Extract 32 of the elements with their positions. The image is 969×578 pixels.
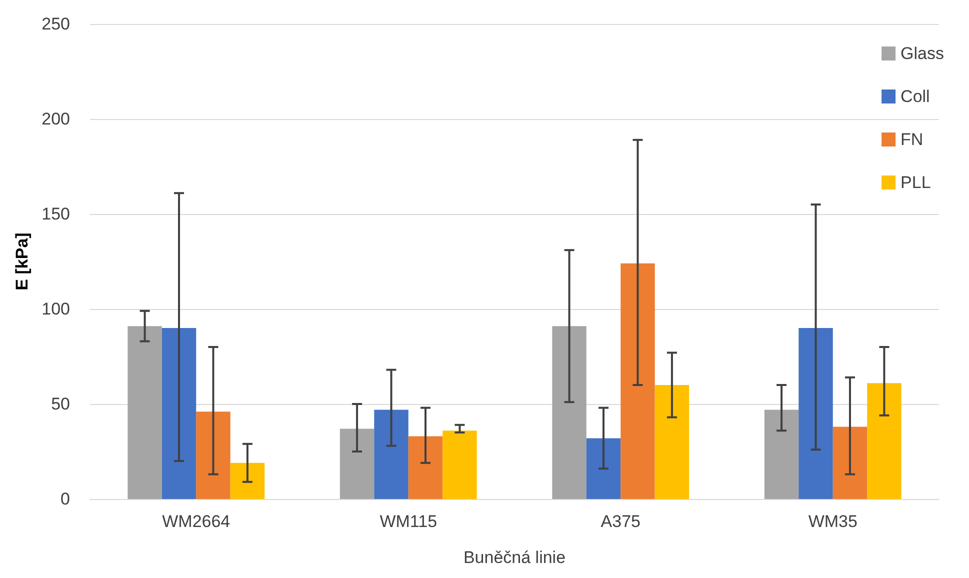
y-tick-label: 50 [51,394,70,414]
y-axis-title: E [kPa] [12,232,32,290]
legend-label: Coll [900,87,930,106]
legend-label: Glass [900,44,944,63]
bar [162,328,196,499]
x-axis-title: Buněčná linie [463,548,566,567]
bar [374,410,408,499]
x-tick-label: WM35 [808,512,858,531]
legend-label: PLL [900,173,931,192]
y-tick-label: 150 [42,204,70,224]
y-tick-label: 100 [42,300,70,318]
y-tick-label: 0 [60,490,70,508]
bar [586,438,621,499]
bar [832,426,868,499]
bar [620,263,655,499]
bar [196,412,230,499]
y-tick-label: 250 [42,14,70,34]
bar [230,462,265,499]
bar [340,428,374,499]
x-tick-label: WM2664 [162,512,230,531]
bar [128,326,162,499]
bar [867,383,902,499]
bar [654,385,690,499]
legend-label: FN [900,130,924,149]
x-tick-label: A375 [600,512,640,531]
x-tick-label: WM115 [380,512,438,531]
bar [764,410,799,499]
bar [408,436,443,499]
y-tick-label: 200 [42,110,70,128]
bar [442,430,477,499]
bar [798,328,833,499]
bar [552,326,586,499]
